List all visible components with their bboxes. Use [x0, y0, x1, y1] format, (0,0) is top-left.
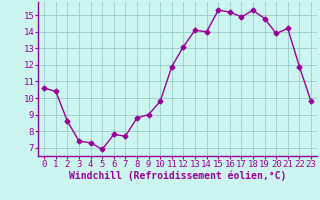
- X-axis label: Windchill (Refroidissement éolien,°C): Windchill (Refroidissement éolien,°C): [69, 171, 286, 181]
